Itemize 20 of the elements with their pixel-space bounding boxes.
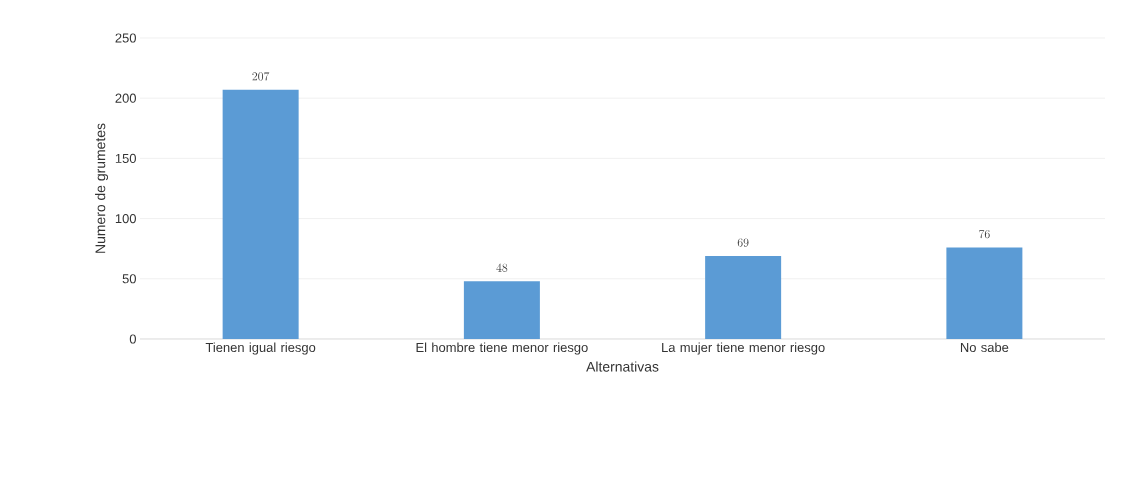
y-axis-title: Numero de grumetes: [95, 123, 109, 253]
bar: [222, 89, 299, 339]
x-tick-label: No sabe: [960, 342, 1009, 353]
y-tick-label: 250: [115, 33, 136, 43]
x-tick-label: Tienen igual riesgo: [205, 342, 316, 355]
y-tick-label: 100: [115, 214, 136, 224]
y-tick-label: 50: [122, 274, 136, 284]
x-axis-title: Alternativas: [586, 361, 659, 372]
data-label: 207: [252, 72, 270, 81]
y-tick-label: 0: [129, 334, 136, 344]
bar: [705, 255, 782, 339]
y-tick-label: 150: [115, 153, 136, 163]
bar: [946, 247, 1023, 339]
data-label: 48: [496, 263, 508, 272]
bar: [463, 281, 540, 339]
data-label: 69: [737, 238, 749, 247]
x-tick-label: La mujer tiene menor riesgo: [662, 342, 825, 355]
y-tick-label: 200: [115, 93, 136, 103]
data-label: 76: [979, 229, 990, 239]
x-tick-label: El hombre tiene menor riesgo: [416, 342, 588, 355]
